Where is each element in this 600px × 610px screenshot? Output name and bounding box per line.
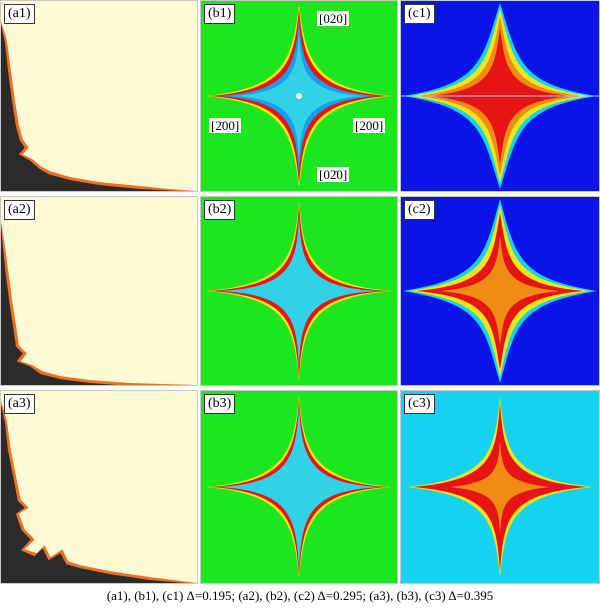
panel-b3: (b3): [200, 390, 398, 584]
panel-a1: (a1): [0, 0, 198, 192]
panel-label: (a2): [4, 200, 35, 220]
quarter-dendrite-a3: [1, 391, 197, 583]
panel-label: (a3): [4, 394, 35, 414]
panel-c1: (c1): [400, 0, 600, 192]
panel-a2: (a2): [0, 196, 198, 386]
cross-field-c2: [401, 197, 599, 385]
panel-label: (c1): [404, 4, 435, 24]
cross-field-c1: [401, 1, 599, 191]
direction-label-020: [020]: [317, 11, 350, 26]
direction-label-200-bar: [2̄00]: [209, 118, 242, 133]
panel-label: (c3): [404, 394, 435, 414]
panel-label: (b1): [204, 4, 236, 24]
panel-label: (a1): [4, 4, 35, 24]
panel-label: (b3): [204, 394, 236, 414]
cross-field-c3: [401, 391, 599, 583]
panel-label: (b2): [204, 200, 236, 220]
panel-c3: (c3): [400, 390, 600, 584]
panel-b2: (b2): [200, 196, 398, 386]
panel-c2: (c2): [400, 196, 600, 386]
direction-label-020-bar: [02̄0]: [317, 167, 350, 182]
figure-grid: (a1) (b1) [020] [2̄00] [200] [02̄0] (c1): [0, 0, 600, 584]
cross-dendrite-b3: [201, 391, 397, 583]
cross-dendrite-b2: [201, 197, 397, 385]
quarter-dendrite-a2: [1, 197, 197, 385]
panel-b1: (b1) [020] [2̄00] [200] [02̄0]: [200, 0, 398, 192]
panel-a3: (a3): [0, 390, 198, 584]
panel-label: (c2): [404, 200, 435, 220]
figure-caption: (a1), (b1), (c1) Δ=0.195; (a2), (b2), (c…: [106, 588, 494, 603]
quarter-dendrite-a1: [1, 1, 197, 191]
direction-label-200: [200]: [353, 118, 386, 133]
cross-dendrite-b1: [201, 1, 397, 191]
